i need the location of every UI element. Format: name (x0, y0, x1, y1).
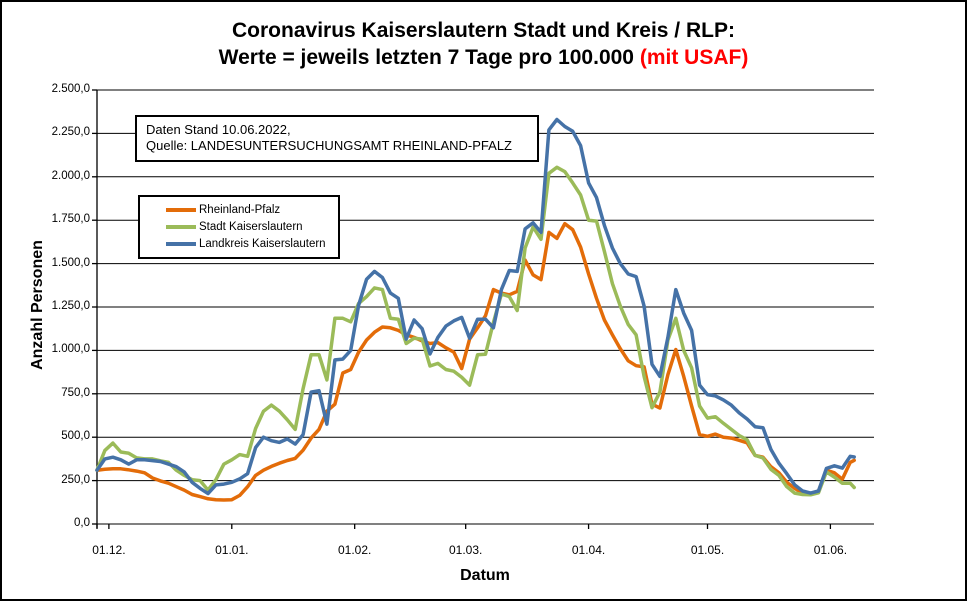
x-tick-label: 01.05. (690, 543, 725, 557)
x-tick-label: 01.02. (337, 543, 372, 557)
y-tick-label: 1.750,0 (51, 213, 90, 226)
y-tick-label: 1.000,0 (51, 343, 90, 356)
chart-title-line2: Werte = jeweils letzten 7 Tage pro 100.0… (2, 44, 965, 71)
y-tick-label: 750,0 (61, 386, 90, 399)
y-tick-label: 1.250,0 (51, 300, 90, 312)
legend-line-swatch-landkreis-kaiserslautern (166, 242, 196, 246)
y-tick-label: 1.500,0 (51, 256, 90, 269)
legend-line-swatch-rheinland-pfalz (166, 208, 196, 212)
legend-label: Stadt Kaiserslautern (199, 221, 303, 233)
legend-line-swatch-stadt-kaiserslautern (166, 225, 196, 229)
chart-title-line2-red: (mit USAF) (639, 46, 749, 69)
y-axis-title: Anzahl Personen (29, 240, 46, 370)
legend-item-rheinland-pfalz: Rheinland-Pfalz (166, 204, 338, 216)
chart-title-line1: Coronavirus Kaiserslautern Stadt und Kre… (232, 19, 735, 42)
series-line-landkreis-kaiserslautern (95, 117, 856, 496)
x-tick-label: 01.04. (571, 543, 606, 557)
chart-title-line2-black: Werte = jeweils letzten 7 Tage pro 100.0… (218, 46, 640, 69)
x-tick-label: 01.12. (92, 543, 126, 557)
x-axis-title: Datum (460, 567, 510, 584)
y-tick-label: 0,0 (74, 517, 90, 529)
legend-item-landkreis-kaiserslautern: Landkreis Kaiserslautern (166, 238, 338, 250)
y-tick-label: 500,0 (61, 430, 90, 443)
legend-label: Landkreis Kaiserslautern (199, 238, 326, 250)
y-tick-label: 250,0 (61, 473, 90, 486)
annotation-line2: Quelle: LANDESUNTERSUCHUNGSAMT RHEINLAND… (146, 138, 512, 153)
annotation-line1: Daten Stand 10.06.2022, (146, 122, 291, 137)
x-tick-label: 01.03. (448, 543, 483, 557)
series-line-stadt-kaiserslautern (95, 165, 856, 497)
y-tick-label: 2.500,0 (51, 83, 90, 95)
x-tick-label: 01.06. (813, 543, 848, 557)
series-line-rheinland-pfalz (95, 221, 856, 502)
chart-title: Coronavirus Kaiserslautern Stadt und Kre… (2, 17, 965, 71)
annotation-box: Daten Stand 10.06.2022, Quelle: LANDESUN… (135, 115, 539, 162)
x-tick-label: 01.01. (215, 543, 249, 557)
y-tick-label: 2.250,0 (51, 126, 90, 139)
legend-box: Rheinland-Pfalz Stadt Kaiserslautern Lan… (138, 195, 340, 259)
legend-item-stadt-kaiserslautern: Stadt Kaiserslautern (166, 221, 338, 233)
y-tick-label: 2.000,0 (51, 169, 90, 182)
legend-label: Rheinland-Pfalz (199, 204, 281, 216)
